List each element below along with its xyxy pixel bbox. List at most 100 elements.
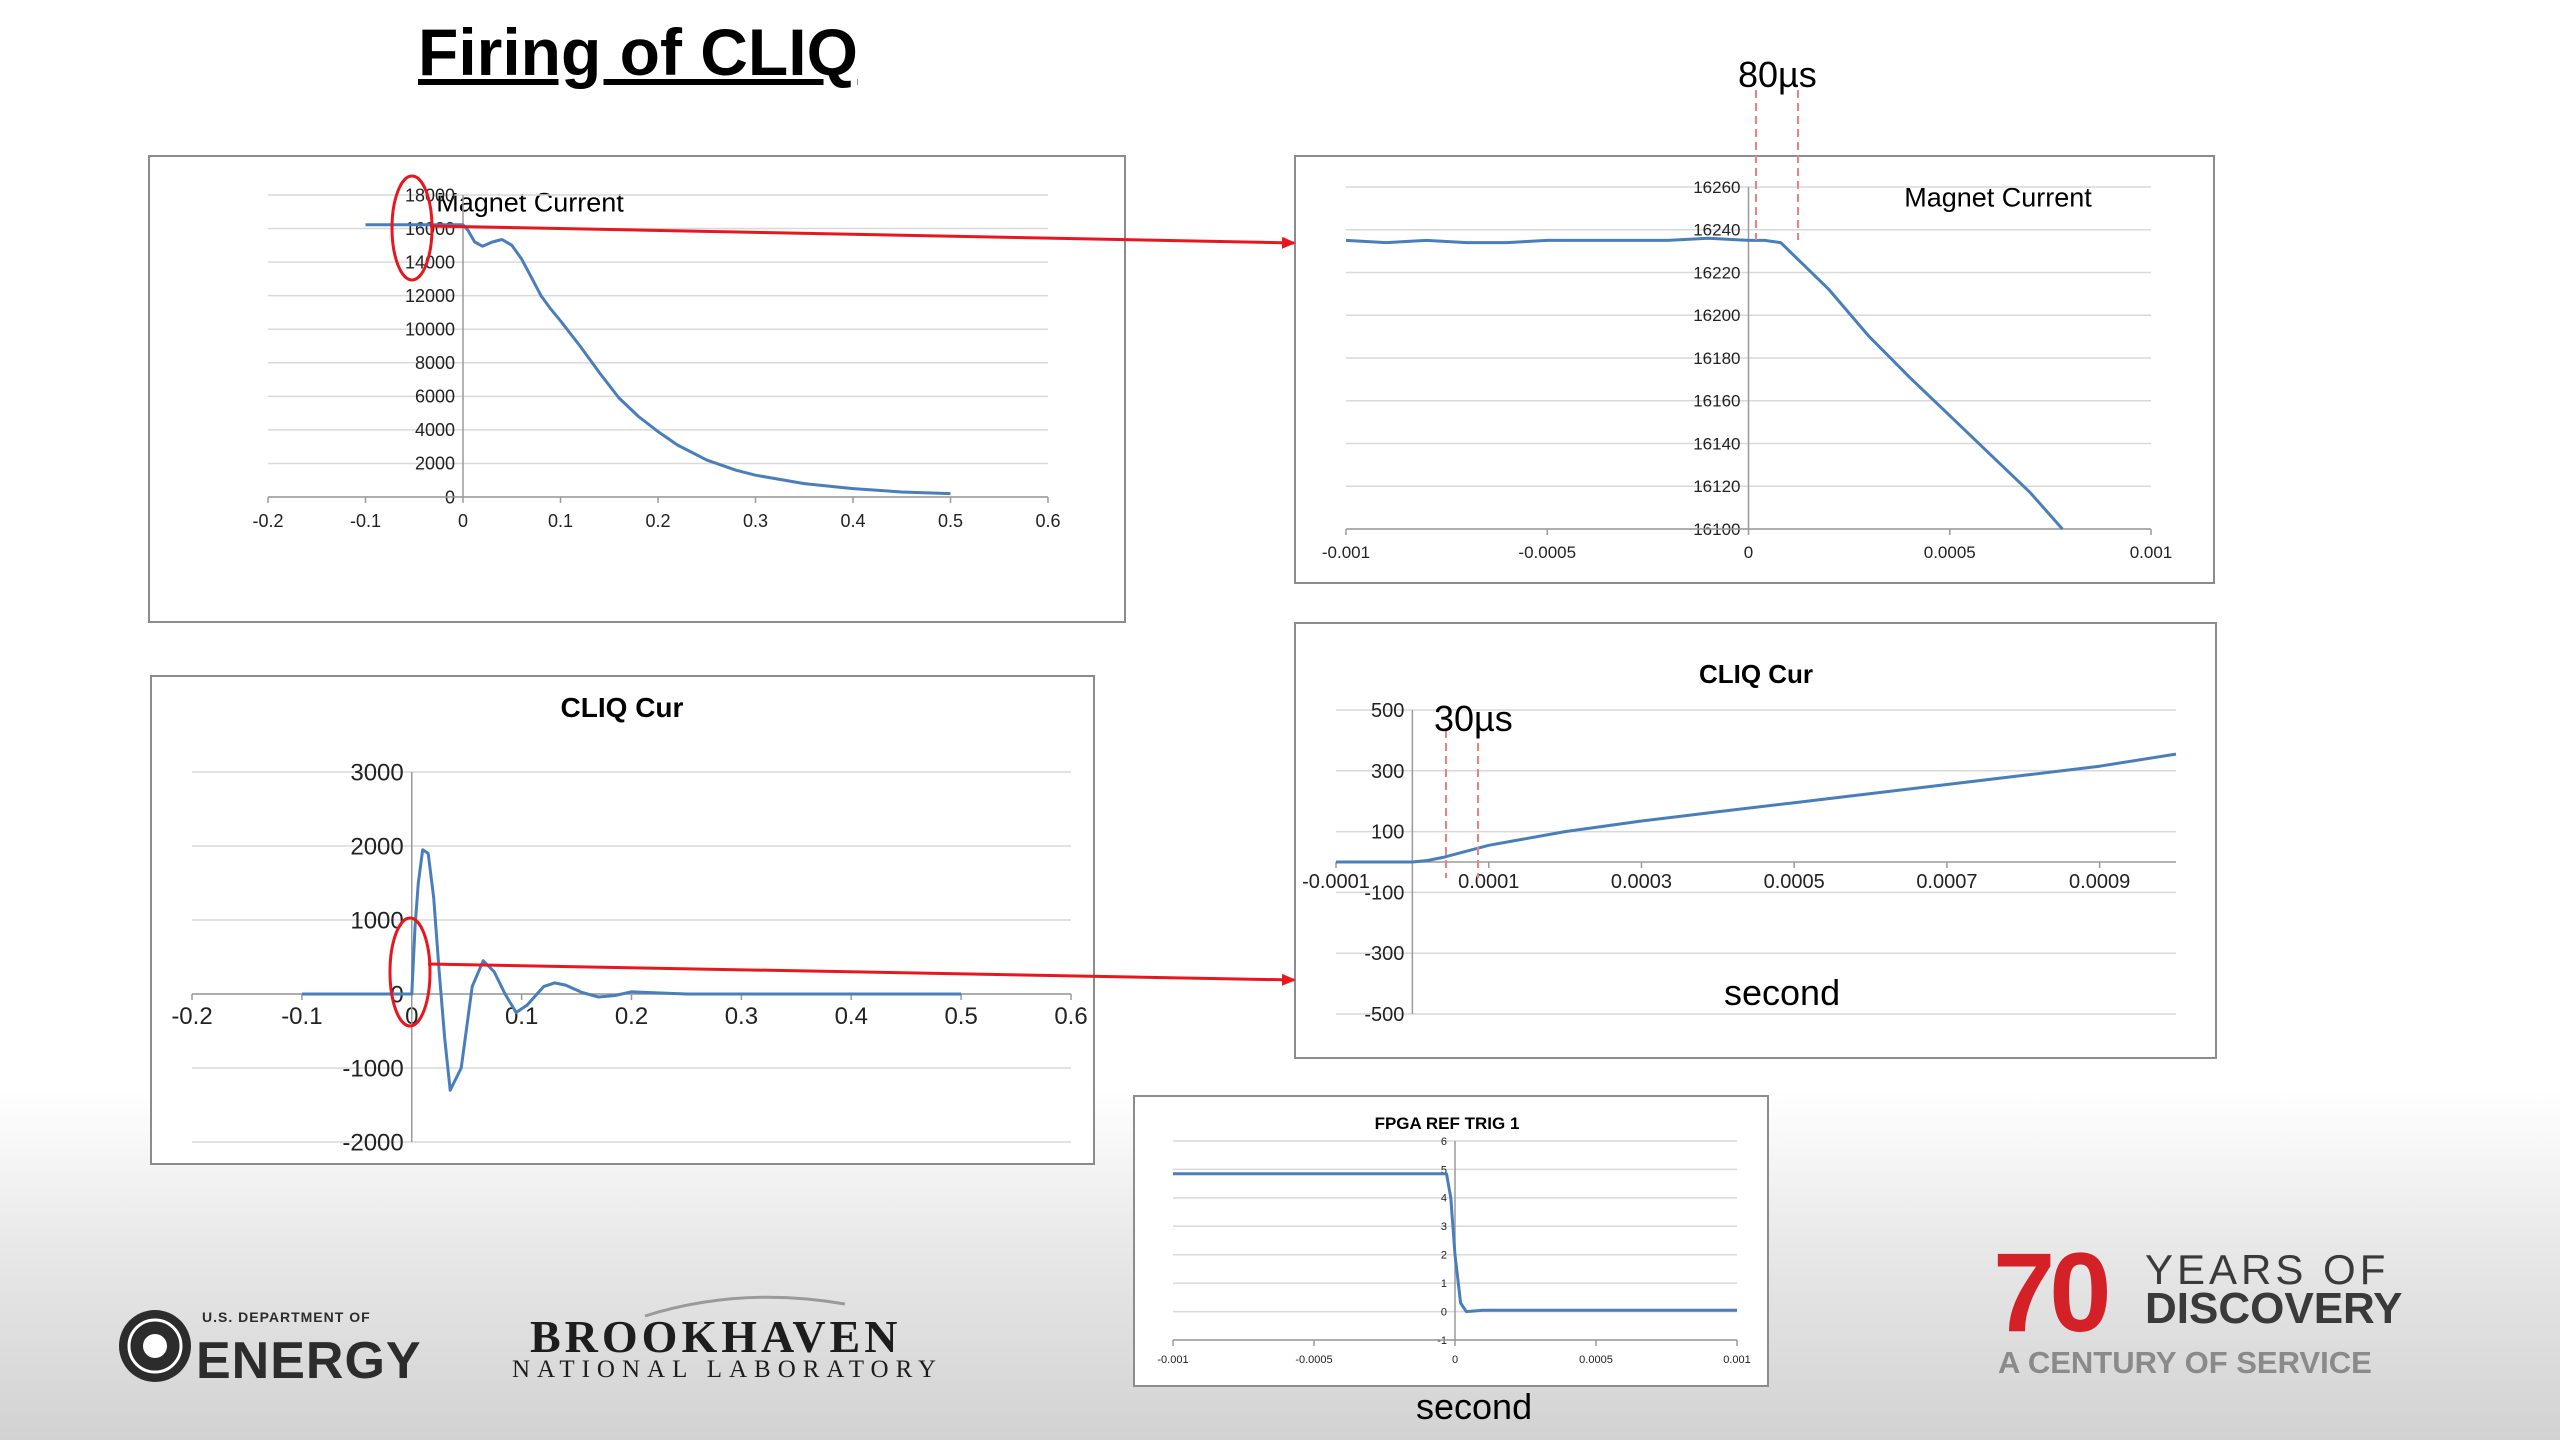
- x-tick-label: 0.6: [1035, 511, 1060, 531]
- y-tick-label: -100: [1364, 882, 1404, 904]
- x-tick-label: 0.0005: [1579, 1354, 1613, 1366]
- anniversary-line-1: YEARS OF: [2145, 1246, 2390, 1293]
- y-tick-label: 16160: [1693, 392, 1740, 411]
- chart-panel-cliq-cur-full: CLIQ Cur -2000 -1000 0 1000 2000 3000 -0.2 -0.1 0…: [150, 675, 1095, 1165]
- doe-small-text: U.S. DEPARTMENT OF: [202, 1309, 371, 1325]
- x-tick-label: -0.0005: [1518, 543, 1576, 562]
- y-tick-label: -300: [1364, 943, 1404, 965]
- x-tick-label: 0.1: [548, 511, 573, 531]
- y-tick-label: 0: [1441, 1306, 1447, 1318]
- x-tick-label: 0.0009: [2069, 871, 2130, 893]
- doe-main-text: ENERGY: [196, 1332, 422, 1390]
- series-line: [1336, 752, 2177, 864]
- y-tick-label: -500: [1364, 1004, 1404, 1026]
- chart-title: CLIQ Cur: [1699, 659, 1813, 689]
- slide-title: Firing of CLIQ: [418, 15, 858, 89]
- bnl-swoosh-icon: [644, 1295, 846, 1318]
- doe-logo: U.S. DEPARTMENT OF ENERGY: [119, 1309, 422, 1390]
- chart-title: CLIQ Cur: [561, 692, 684, 723]
- x-tick-label: -0.2: [171, 1003, 212, 1030]
- y-tick-label: 16180: [1693, 349, 1740, 368]
- x-tick-label: -0.0005: [1295, 1354, 1332, 1366]
- x-tick-label: 0.0005: [1764, 871, 1825, 893]
- y-tick-label: 16120: [1693, 477, 1740, 496]
- x-tick-label: 0.0003: [1611, 871, 1672, 893]
- x-tick-label: -0.1: [281, 1003, 322, 1030]
- x-tick-label: 0: [1744, 543, 1753, 562]
- x-tick-label: -0.001: [1157, 1354, 1188, 1366]
- anniversary-number: 70: [1993, 1230, 2112, 1355]
- bnl-logo-name: BROOKHAVEN: [530, 1311, 902, 1362]
- y-tick-label: 16000: [405, 219, 455, 239]
- annotation-80us: 80µs: [1738, 54, 1817, 95]
- chart-title: FPGA REF TRIG 1: [1375, 1114, 1520, 1133]
- y-tick-label: 3000: [350, 759, 403, 786]
- y-tick-label: 16260: [1693, 178, 1740, 197]
- chart-panel-magnet-current-full: Magnet Current 0 2000 4000 6000 8000 10000 1200…: [148, 155, 1126, 623]
- y-tick-label: 5: [1441, 1164, 1447, 1176]
- chart-panel-magnet-current-zoom: Magnet Current 16100 16120 16140 16160 16180 1…: [1294, 155, 2215, 584]
- x-tick-label: -0.1: [350, 511, 381, 531]
- x-tick-label: 0: [458, 511, 468, 531]
- x-tick-label: 0.5: [944, 1003, 977, 1030]
- x-tick-label: 0.001: [2130, 543, 2173, 562]
- x-tick-label: -0.2: [252, 511, 283, 531]
- series-line: [301, 848, 962, 1092]
- y-tick-label: 2000: [415, 454, 455, 474]
- y-tick-label: 12000: [405, 286, 455, 306]
- chart-magnet-current-zoom: Magnet Current16100161201614016160161801…: [1322, 178, 2173, 562]
- y-tick-label: 1000: [350, 907, 403, 934]
- x-tick-label: 0.0001: [1458, 871, 1519, 893]
- y-tick-label: 100: [1371, 822, 1404, 844]
- y-tick-label: 4000: [415, 420, 455, 440]
- y-tick-label: 2: [1441, 1250, 1447, 1262]
- chart-cliq-cur-zoom: CLIQ Cur -500 -300 -100 100 300 500 -0.0001 0.00…: [1302, 659, 2177, 1026]
- y-tick-label: 8000: [415, 353, 455, 373]
- y-tick-label: 1: [1441, 1278, 1447, 1290]
- x-tick-label: 0.5: [938, 511, 963, 531]
- annotation-30us: 30µs: [1434, 698, 1513, 739]
- x-tick-label: -0.001: [1322, 543, 1370, 562]
- x-tick-label: 0.4: [840, 511, 865, 531]
- x-tick-label: 0: [1452, 1354, 1458, 1366]
- y-tick-label: 10000: [405, 320, 455, 340]
- y-tick-label: 4: [1441, 1193, 1447, 1205]
- chart-panel-cliq-cur-zoom: CLIQ Cur -500 -300 -100 100 300 500 -0.0001 0.00…: [1294, 622, 2217, 1059]
- anniversary-line-3: A CENTURY OF SERVICE: [1998, 1345, 2372, 1380]
- y-tick-label: 6: [1441, 1136, 1447, 1148]
- series-line: [1345, 236, 2064, 530]
- y-tick-label: -2000: [342, 1129, 403, 1156]
- y-tick-label: 500: [1371, 700, 1404, 722]
- anniversary-line-2: DISCOVERY: [2145, 1284, 2403, 1333]
- chart-magnet-current-full: Magnet Current 0 2000 4000 6000 8000 10000 1200…: [252, 185, 1060, 531]
- y-tick-label: 16200: [1693, 306, 1740, 325]
- y-tick-label: -1000: [342, 1055, 403, 1082]
- series-line: [1173, 1172, 1737, 1314]
- y-tick-label: 18000: [405, 185, 455, 205]
- y-tick-label: -1: [1437, 1335, 1447, 1347]
- axis-label-second-fpga: second: [1416, 1386, 1533, 1427]
- axis-label-second-cliq: second: [1724, 972, 1841, 1013]
- x-tick-label: 0.3: [725, 1003, 758, 1030]
- chart-panel-fpga-ref-trig: FPGA REF TRIG 1 -1 0 1 2 3 4 5 6 -0.001 -0.0005 0 0.…: [1133, 1095, 1769, 1387]
- x-tick-label: 0.6: [1054, 1003, 1087, 1030]
- y-tick-label: 300: [1371, 761, 1404, 783]
- y-tick-label: 3: [1441, 1221, 1447, 1233]
- chart-title: Magnet Current: [436, 187, 624, 217]
- y-tick-label: 16220: [1693, 263, 1740, 282]
- chart-fpga-ref-trig: FPGA REF TRIG 1 -1 0 1 2 3 4 5 6 -0.001 -0.0005 0 0.…: [1157, 1114, 1751, 1366]
- y-tick-label: 6000: [415, 387, 455, 407]
- x-tick-label: 0.001: [1723, 1354, 1751, 1366]
- y-tick-label: 16140: [1693, 434, 1740, 453]
- x-tick-label: 0.0005: [1924, 543, 1976, 562]
- x-tick-label: -0.0001: [1302, 871, 1370, 893]
- x-tick-label: 0.3: [743, 511, 768, 531]
- x-tick-label: 0.4: [835, 1003, 868, 1030]
- y-tick-label: 2000: [350, 833, 403, 860]
- y-tick-label: 16240: [1693, 221, 1740, 240]
- x-tick-label: 0.0007: [1916, 871, 1977, 893]
- x-tick-label: 0.2: [615, 1003, 648, 1030]
- y-tick-label: 14000: [405, 252, 455, 272]
- x-tick-label: 0.2: [645, 511, 670, 531]
